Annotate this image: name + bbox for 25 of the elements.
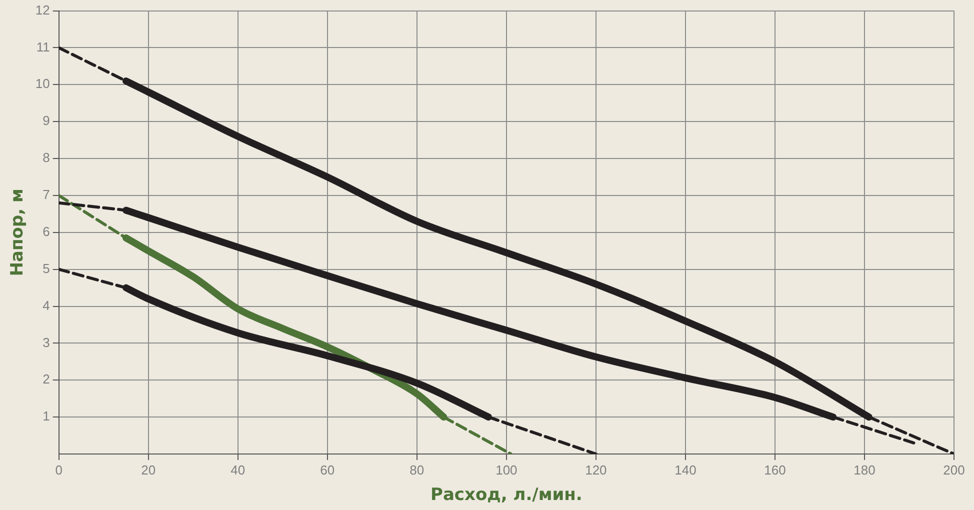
y-tick-label: 9 — [42, 113, 50, 128]
x-tick-label: 200 — [943, 462, 965, 478]
x-tick-label: 100 — [496, 462, 518, 478]
y-tick-label: 7 — [42, 187, 50, 202]
y-tick-label: 11 — [36, 39, 50, 54]
x-tick-label: 20 — [141, 462, 156, 478]
y-tick-label: 3 — [42, 334, 50, 350]
y-tick-label: 1 — [42, 408, 50, 424]
y-tick-label: 8 — [42, 150, 50, 166]
y-tick-label: 10 — [35, 76, 50, 92]
x-tick-label: 180 — [854, 462, 876, 478]
y-axis-title: Напор, м — [8, 188, 28, 276]
x-tick-label: 80 — [410, 462, 424, 478]
x-axis-title: Расход, л./мин. — [430, 485, 582, 506]
x-tick-label: 140 — [674, 462, 696, 478]
y-tick-label: 12 — [35, 2, 50, 18]
x-tick-label: 40 — [230, 462, 246, 478]
y-tick-label: 4 — [42, 298, 50, 313]
y-tick-label: 2 — [42, 372, 50, 387]
y-tick-label: 6 — [42, 224, 50, 239]
x-tick-label: 0 — [55, 462, 62, 478]
x-tick-label: 120 — [585, 462, 607, 478]
x-tick-label: 160 — [764, 462, 786, 478]
y-tick-label: 5 — [42, 260, 50, 276]
x-tick-label: 60 — [320, 462, 335, 478]
